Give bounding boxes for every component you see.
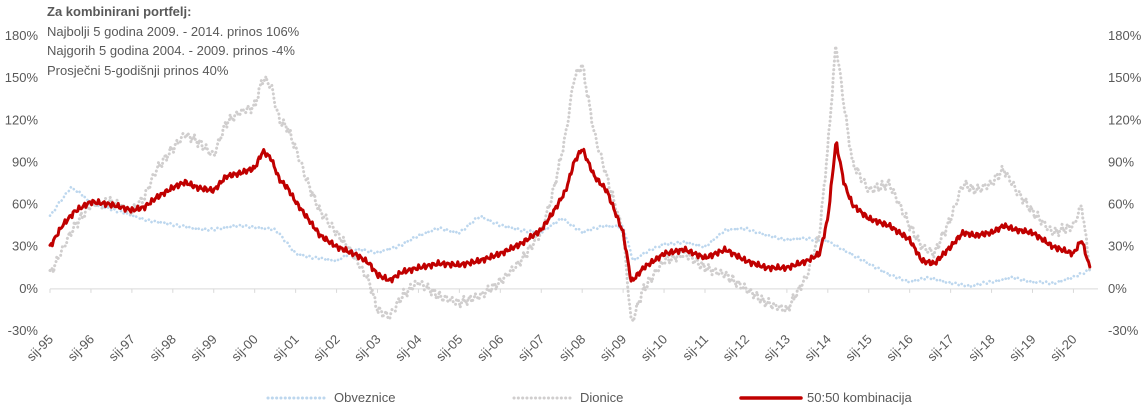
- x-tick-label: sij-05: [433, 332, 466, 365]
- x-tick-label: sij-19: [1006, 332, 1039, 365]
- y-tick-label-left: 30%: [12, 239, 38, 254]
- x-tick-label: sij-17: [924, 332, 957, 365]
- x-tick-label: sij-10: [638, 332, 671, 365]
- y-tick-label-right: 30%: [1108, 239, 1134, 254]
- x-tick-label: sij-07: [515, 332, 548, 365]
- legend-label: Obveznice: [334, 390, 395, 405]
- y-tick-label-right: 60%: [1108, 197, 1134, 212]
- x-tick-label: sij-97: [105, 332, 138, 365]
- legend-label: Dionice: [580, 390, 623, 405]
- x-tick-label: sij-04: [392, 332, 425, 365]
- y-tick-label-left: 60%: [12, 197, 38, 212]
- y-tick-label-left: 150%: [5, 70, 39, 85]
- x-tick-label: sij-13: [760, 332, 793, 365]
- annotation-line-best: Najbolji 5 godina 2009. - 2014. prinos 1…: [47, 23, 300, 39]
- x-tick-label: sij-96: [64, 332, 97, 365]
- chart-annotation: Za kombinirani portfelj: Najbolji 5 godi…: [47, 2, 299, 80]
- legend: Obveznice Dionice 50:50 kombinacija: [266, 390, 913, 405]
- x-tick-label: sij-00: [228, 332, 261, 365]
- x-tick-label: sij-99: [187, 332, 220, 365]
- y-tick-label-left: 120%: [5, 112, 39, 127]
- y-tick-label-right: 180%: [1108, 28, 1142, 43]
- y-tick-label-left: 180%: [5, 28, 39, 43]
- x-tick-label: sij-02: [310, 332, 343, 365]
- y-tick-label-left: 90%: [12, 154, 38, 169]
- annotation-title: Za kombinirani portfelj:: [47, 4, 192, 19]
- y-tick-label-left: 0%: [19, 281, 38, 296]
- annotation-line-worst: Najgorih 5 godina 2004. - 2009. prinos -…: [47, 43, 295, 58]
- x-tick-label: sij-15: [842, 332, 875, 365]
- y-tick-label-left: -30%: [8, 323, 39, 338]
- x-tick-label: sij-09: [597, 332, 630, 365]
- y-axis-right: -30% 0% 30% 60% 90% 120% 150% 180%: [1108, 28, 1142, 338]
- series-line-kombinacija: [48, 141, 1092, 284]
- x-tick-label: sij-20: [1047, 332, 1080, 365]
- x-tick-label: sij-18: [965, 332, 998, 365]
- series-layer: [48, 44, 1092, 323]
- y-axis-left: -30% 0% 30% 60% 90% 120% 150% 180%: [5, 28, 39, 338]
- x-tick-label: sij-01: [269, 332, 302, 365]
- series-line-dionice: [48, 44, 1092, 323]
- legend-label: 50:50 kombinacija: [807, 390, 913, 405]
- annotation-line-average: Prosječni 5-godišnji prinos 40%: [47, 62, 229, 78]
- x-tick-label: sij-06: [474, 332, 507, 365]
- x-tick-label: sij-14: [801, 332, 834, 365]
- x-tick-label: sij-11: [679, 332, 711, 364]
- x-tick-label: sij-98: [146, 332, 179, 365]
- x-tick-label: sij-03: [351, 332, 384, 365]
- y-tick-label-right: 0%: [1108, 281, 1127, 296]
- y-tick-label-right: 120%: [1108, 112, 1142, 127]
- y-tick-label-right: 90%: [1108, 154, 1134, 169]
- x-tick-label: sij-16: [883, 332, 916, 365]
- x-tick-label: sij-12: [719, 332, 752, 365]
- y-tick-label-right: 150%: [1108, 70, 1142, 85]
- y-tick-label-right: -30%: [1108, 323, 1139, 338]
- x-tick-label: sij-08: [556, 332, 589, 365]
- x-axis: sij-95 sij-96 sij-97 sij-98 sij-99 sij-00 sij-…: [24, 288, 1080, 365]
- series-line-obveznice: [48, 186, 1092, 289]
